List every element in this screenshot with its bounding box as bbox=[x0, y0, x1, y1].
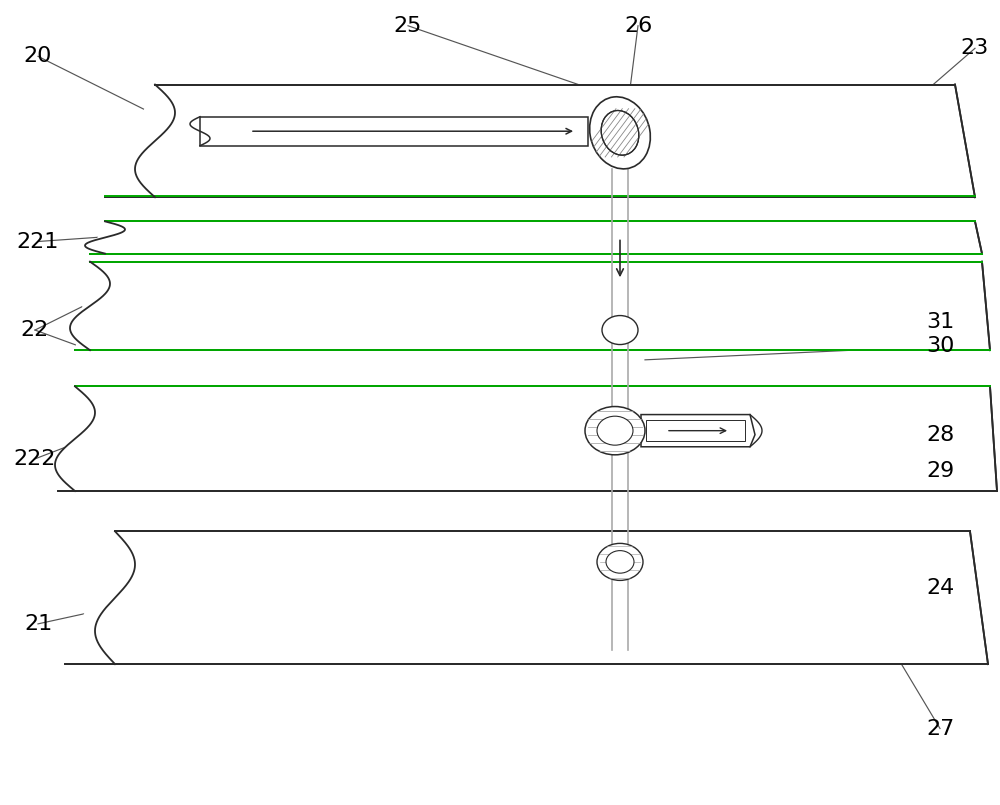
Ellipse shape bbox=[601, 110, 639, 155]
Polygon shape bbox=[90, 221, 982, 254]
Polygon shape bbox=[105, 85, 975, 197]
Polygon shape bbox=[641, 415, 755, 447]
Polygon shape bbox=[65, 531, 988, 664]
Circle shape bbox=[602, 316, 638, 345]
Polygon shape bbox=[58, 386, 997, 491]
Text: 31: 31 bbox=[926, 312, 954, 332]
Text: 26: 26 bbox=[624, 16, 652, 35]
Text: 29: 29 bbox=[926, 461, 954, 481]
Text: 222: 222 bbox=[14, 449, 56, 469]
Text: 24: 24 bbox=[926, 578, 954, 597]
Text: 23: 23 bbox=[961, 39, 989, 58]
Text: 22: 22 bbox=[21, 320, 49, 340]
Ellipse shape bbox=[590, 97, 650, 169]
Circle shape bbox=[597, 543, 643, 580]
Polygon shape bbox=[200, 117, 588, 146]
Text: 221: 221 bbox=[17, 232, 59, 251]
Circle shape bbox=[606, 551, 634, 573]
Text: 21: 21 bbox=[24, 614, 52, 634]
Text: 27: 27 bbox=[926, 719, 954, 738]
Text: 30: 30 bbox=[926, 336, 954, 356]
Text: 28: 28 bbox=[926, 425, 954, 444]
Polygon shape bbox=[75, 262, 990, 350]
Circle shape bbox=[597, 416, 633, 445]
Circle shape bbox=[585, 407, 645, 455]
Text: 20: 20 bbox=[24, 47, 52, 66]
Text: 25: 25 bbox=[394, 16, 422, 35]
